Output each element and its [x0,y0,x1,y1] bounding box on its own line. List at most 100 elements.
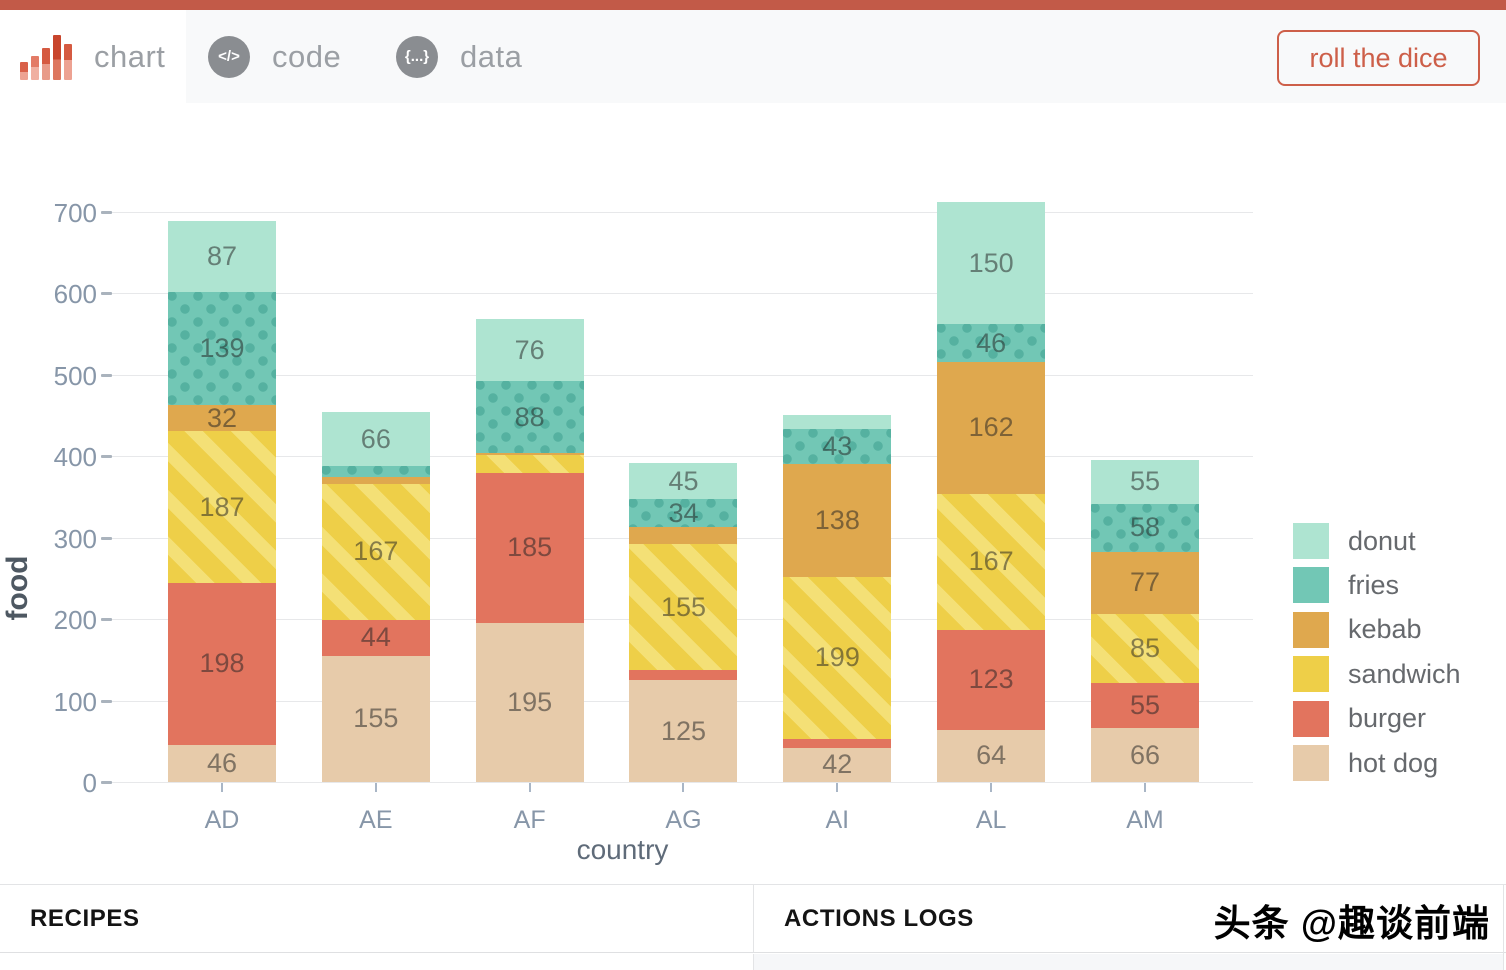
x-tick-label-AF: AF [513,806,546,834]
x-axis-title: country [576,834,669,865]
tab-chart-label: chart [94,38,166,74]
legend-label: fries [1348,569,1400,600]
tab-chart[interactable]: chart [0,10,186,103]
bar-value-label: 55 [1129,466,1160,497]
y-tick-300 [101,536,112,540]
bar-segment-AM-sandwich: 85 [1090,614,1199,684]
x-tick-label-AI: AI [825,806,850,834]
y-tick-label-500: 500 [53,360,97,391]
legend-item-fries[interactable]: fries [1293,567,1400,604]
panel-right-border [1503,884,1504,970]
bar-segment-AE-sandwich: 167 [321,483,430,620]
bar-segment-AL-kebab: 162 [937,361,1046,494]
x-tick-AL [990,783,993,792]
bar-value-label: 34 [668,497,699,528]
x-tick-label-AM: AM [1126,806,1164,834]
bar-chart-icon [20,34,72,80]
actions-logs-title: ACTIONS LOGS [784,904,974,932]
y-tick-400 [101,455,112,459]
bar-value-label: 43 [822,431,853,462]
tab-data-label: data [460,38,523,74]
gridline-y-500 [112,374,1253,376]
bar-value-label: 167 [353,536,399,567]
y-tick-label-700: 700 [53,198,97,228]
tab-code[interactable]: </> code [208,10,341,103]
bar-segment-AF-sandwich [475,455,584,473]
bar-segment-AF-fries: 88 [475,381,584,454]
legend-item-kebab[interactable]: kebab [1293,611,1422,648]
bar-segment-AM-donut: 55 [1090,459,1199,505]
bar-value-label: 195 [507,687,553,718]
bar-segment-AG-donut: 45 [629,462,738,500]
y-tick-label-600: 600 [53,279,97,310]
legend-item-hot-dog[interactable]: hot dog [1293,745,1438,781]
x-tick-label-AD: AD [204,806,240,834]
bar-segment-AD-hot-dog: 46 [168,744,276,782]
bar-segment-AI-sandwich: 199 [783,576,892,739]
bar-segment-AE-kebab [321,477,430,484]
legend-swatch-hot-dog [1293,745,1329,781]
bar-segment-AE-hot-dog: 155 [321,655,430,782]
bar-value-label: 64 [976,740,1007,771]
gridline-y-700 [112,212,1253,213]
bar-segment-AF-hot-dog: 195 [475,623,584,782]
actions-logs-body [753,954,1504,970]
bar-segment-AL-hot-dog: 64 [937,729,1046,782]
bar-value-label: 123 [968,664,1014,695]
bar-value-label: 155 [660,591,707,622]
bar-segment-AD-donut: 87 [168,220,276,292]
legend-swatch-donut [1293,523,1329,559]
bar-value-label: 139 [199,332,245,363]
bar-value-label: 85 [1129,633,1160,664]
bar-value-label: 185 [507,532,553,563]
tab-code-label: code [272,38,342,74]
stacked-bar-chart: 0 100 200 300 400 500 600 700 46 198 187 32 139 87 AD 1… [0,103,1506,884]
recipes-panel-header: RECIPES [0,885,753,952]
bar-value-label: 46 [976,327,1007,358]
x-tick-label-AL: AL [975,806,1007,834]
bar-value-label: 87 [206,240,238,271]
y-tick-700 [101,211,112,214]
legend-swatch-sandwich [1293,656,1329,693]
bar-segment-AL-donut: 150 [937,202,1046,325]
legend-label: burger [1348,703,1427,734]
bar-segment-AE-donut: 66 [321,412,430,467]
y-tick-label-400: 400 [53,442,97,473]
y-tick-label-100: 100 [53,686,97,717]
bar-segment-AM-fries: 58 [1090,504,1199,552]
bar-value-label: 167 [968,546,1014,577]
bar-segment-AG-fries: 34 [629,497,738,528]
bar-value-label: 125 [660,715,707,746]
legend-item-burger[interactable]: burger [1293,700,1427,737]
legend-item-sandwich[interactable]: sandwich [1293,656,1461,693]
bar-segment-AD-burger: 198 [168,583,276,745]
x-tick-AG [682,783,685,792]
watermark: 头条 @趣谈前端 [1213,903,1490,944]
y-tick-label-200: 200 [53,605,97,636]
legend-swatch-fries [1293,567,1329,604]
bar-segment-AF-donut: 76 [475,319,584,382]
tab-data[interactable]: {...} data [396,10,522,103]
bar-value-label: 58 [1129,512,1160,543]
legend-item-donut[interactable]: donut [1293,523,1416,559]
code-icon: </> [208,35,250,78]
x-tick-AF [528,783,531,792]
bar-value-label: 150 [968,247,1014,278]
legend-label: hot dog [1348,747,1439,778]
bar-segment-AG-burger [629,670,738,681]
roll-the-dice-button[interactable]: roll the dice [1277,30,1480,86]
bar-segment-AM-kebab: 77 [1090,551,1199,615]
x-tick-AM [1143,783,1146,792]
legend-label: sandwich [1348,658,1461,689]
legend-swatch-burger [1293,700,1329,737]
gridline-y-400 [112,456,1253,458]
x-tick-AI [836,783,839,792]
bar-value-label: 138 [814,505,860,536]
bar-value-label: 77 [1129,567,1160,598]
gridline-y-600 [112,293,1253,295]
bar-value-label: 162 [968,412,1014,443]
bar-segment-AG-hot-dog: 125 [629,680,738,782]
tab-bar: chart </> code {...} data roll the dice [0,10,1506,103]
y-tick-label-0: 0 [82,768,97,798]
y-tick-label-300: 300 [53,523,97,554]
